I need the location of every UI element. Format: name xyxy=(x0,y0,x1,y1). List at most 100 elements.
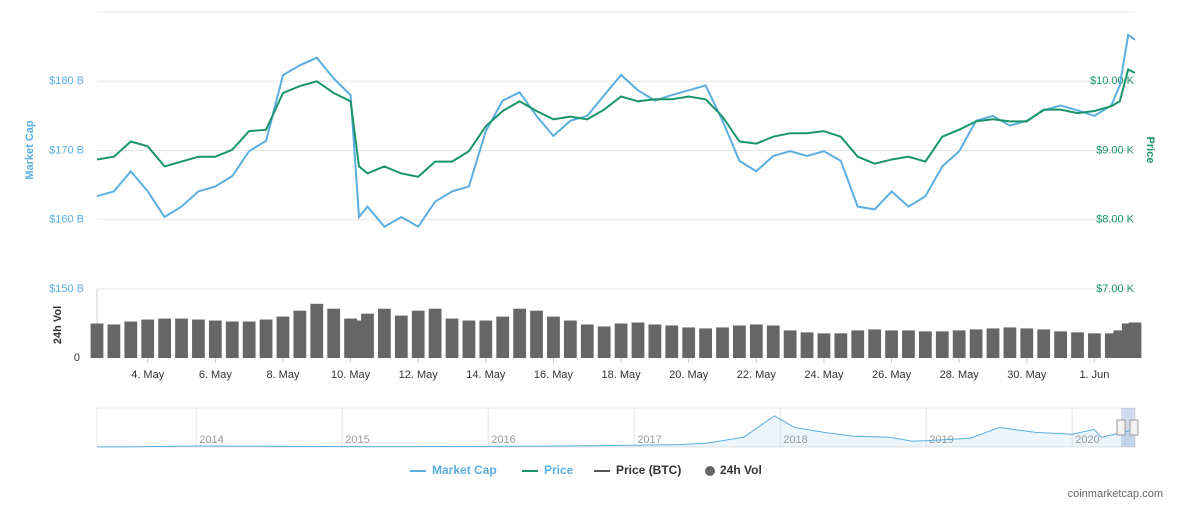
volume-bar xyxy=(90,323,104,358)
x-tick-label: 30. May xyxy=(1007,369,1047,381)
volume-bar xyxy=(530,310,543,358)
series-line xyxy=(96,33,1136,229)
navigator-handle[interactable] xyxy=(1129,419,1139,436)
legend-label: Price (BTC) xyxy=(616,463,681,477)
volume-bar xyxy=(259,319,273,358)
volume-bar xyxy=(1003,327,1017,358)
y2-tick-label: $7.00 K xyxy=(1096,283,1135,295)
volume-bar xyxy=(766,325,780,358)
volume-bar xyxy=(1037,329,1051,358)
volume-bar xyxy=(935,331,949,358)
volume-bar xyxy=(716,327,729,358)
volume-bar xyxy=(1054,331,1068,358)
x-tick-label: 28. May xyxy=(940,369,980,381)
navigator-area xyxy=(97,415,1135,447)
volume-bar xyxy=(851,330,865,358)
legend-item[interactable]: Price xyxy=(522,463,574,477)
volume-axis-title: 24h Vol xyxy=(52,306,64,344)
legend-label: Price xyxy=(544,463,574,477)
volume-bar xyxy=(918,331,932,358)
y2-tick-label: $8.00 K xyxy=(1096,214,1135,226)
volume-bar xyxy=(648,324,662,358)
navigator-selection[interactable] xyxy=(1121,408,1135,447)
volume-bar xyxy=(124,321,138,358)
volume-bar xyxy=(614,323,628,358)
volume-bar xyxy=(428,308,442,358)
volume-bar xyxy=(1088,333,1101,358)
x-tick-label: 20. May xyxy=(669,369,709,381)
volume-bar xyxy=(547,316,560,358)
volume-bar xyxy=(969,329,983,358)
x-tick-label: 24. May xyxy=(804,369,844,381)
series-line xyxy=(96,68,1136,178)
volume-bar xyxy=(665,325,679,358)
volume-bar xyxy=(885,330,898,358)
credit: coinmarketcap.com xyxy=(1068,488,1163,500)
navigator-tick-label: 2017 xyxy=(637,434,661,446)
legend-swatch xyxy=(705,466,715,476)
volume-bar xyxy=(158,318,172,358)
navigator-tick-label: 2020 xyxy=(1075,434,1099,446)
navigator-tick-label: 2018 xyxy=(783,434,807,446)
x-tick-label: 4. May xyxy=(131,369,165,381)
volume-bar xyxy=(496,316,510,358)
volume-bar xyxy=(902,330,915,358)
volume-bar xyxy=(817,333,831,358)
volume-bar xyxy=(208,320,222,358)
volume-bar xyxy=(327,308,341,358)
volume-bar xyxy=(699,328,712,358)
x-tick-label: 14. May xyxy=(466,369,506,381)
x-tick-label: 1. Jun xyxy=(1079,369,1109,381)
volume-bar xyxy=(445,318,459,358)
legend-item[interactable]: Market Cap xyxy=(410,463,497,477)
volume-bar xyxy=(1020,328,1034,358)
x-tick-label: 18. May xyxy=(602,369,642,381)
legend-item[interactable]: Price (BTC) xyxy=(594,463,681,477)
volume-bar xyxy=(242,321,256,358)
volume-bar xyxy=(462,320,476,358)
x-tick-label: 12. May xyxy=(399,369,439,381)
navigator-tick-label: 2016 xyxy=(491,434,515,446)
volume-bar xyxy=(631,322,645,358)
volume-bar xyxy=(1128,322,1142,358)
volume-bar xyxy=(682,327,696,358)
volume-bar xyxy=(411,310,425,358)
volume-bar xyxy=(107,324,121,358)
x-tick-label: 8. May xyxy=(266,369,300,381)
volume-bar xyxy=(361,313,374,358)
volume-bar xyxy=(293,310,307,358)
x-tick-label: 10. May xyxy=(331,369,371,381)
volume-bar xyxy=(783,330,797,358)
volume-bar xyxy=(952,330,966,358)
y-tick-label: $170 B xyxy=(49,144,84,156)
y-axis-title: Market Cap xyxy=(24,120,36,180)
volume-bar xyxy=(597,326,611,358)
navigator-line xyxy=(97,415,1136,448)
volume-bar xyxy=(733,325,746,358)
navigator-tick-label: 2014 xyxy=(199,434,223,446)
volume-bar xyxy=(310,303,324,358)
x-tick-label: 26. May xyxy=(872,369,912,381)
volume-bar xyxy=(479,320,493,358)
legend: Market Cap Price Price (BTC) 24h Vol xyxy=(410,463,762,477)
y2-tick-label: $10.00 K xyxy=(1090,75,1135,87)
x-tick-label: 16. May xyxy=(534,369,574,381)
volume-bar xyxy=(834,333,848,358)
legend-item[interactable]: 24h Vol xyxy=(705,463,762,477)
navigator-tick-label: 2015 xyxy=(345,434,369,446)
volume-bar xyxy=(986,328,1000,358)
volume-bar xyxy=(225,321,239,358)
x-tick-label: 6. May xyxy=(199,369,233,381)
volume-bar xyxy=(378,308,391,358)
volume-bar xyxy=(276,316,290,358)
y-tick-label: $180 B xyxy=(49,75,84,87)
volume-bar xyxy=(749,324,763,358)
navigator-handle[interactable] xyxy=(1116,419,1126,436)
volume-bar xyxy=(868,329,882,358)
volume-bar xyxy=(563,320,577,358)
y2-axis-title: Price xyxy=(1144,137,1156,164)
volume-bar xyxy=(800,332,814,358)
volume-bar xyxy=(141,319,155,358)
volume-bar xyxy=(580,324,594,358)
